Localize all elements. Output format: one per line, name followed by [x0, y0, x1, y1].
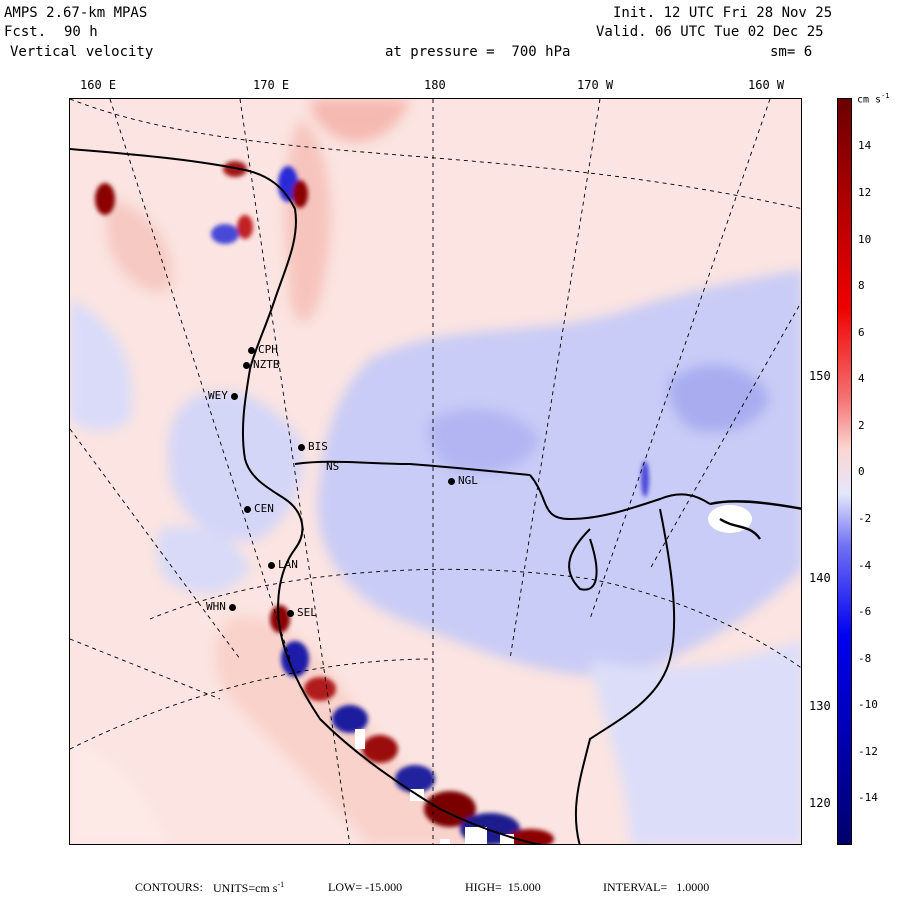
colorbar-tick: 4 — [858, 372, 865, 385]
vertical-velocity-map — [69, 98, 802, 845]
station-ngl: NGL — [448, 474, 478, 487]
colorbar-tick: -12 — [858, 745, 878, 758]
mountain-coast — [709, 500, 801, 540]
station-marker-icon — [448, 477, 455, 485]
station-cph: CPH — [248, 343, 278, 356]
colorbar-tick: 8 — [858, 279, 865, 292]
station-marker-icon — [298, 443, 305, 451]
footer-contours-label: CONTOURS: — [135, 880, 203, 894]
colorbar-tick: 2 — [858, 419, 865, 432]
colorbar-scale — [838, 99, 851, 844]
lat-label-150w: 150 W — [808, 369, 847, 383]
station-marker-icon — [228, 603, 236, 611]
lon-label-160w: 160 W — [748, 78, 785, 92]
station-marker-icon — [248, 346, 255, 354]
colorbar-tick: 6 — [858, 326, 865, 339]
valid-time: Valid. 06 UTC Tue 02 Dec 25 — [596, 24, 824, 40]
coastline — [70, 148, 711, 844]
lon-label-170w: 170 W — [577, 78, 614, 92]
footer-units: UNITS=cm s-1 — [213, 880, 285, 895]
footer-interval: INTERVAL= 1.0000 — [603, 880, 710, 894]
colorbar — [837, 98, 852, 845]
smoothing-value: sm= 6 — [770, 44, 813, 60]
station-nztb: NZTB — [243, 358, 280, 371]
station-sel: SEL — [287, 606, 317, 619]
station-marker-icon — [230, 392, 238, 400]
model-title: AMPS 2.67-km MPAS — [4, 5, 148, 21]
station-marker-icon — [287, 609, 294, 617]
colorbar-tick: 0 — [858, 465, 865, 478]
meridian-lines — [70, 99, 801, 844]
colorbar-tick: 12 — [858, 186, 872, 199]
lat-label-140w: 140 W — [808, 571, 847, 585]
colorbar-unit: cm s-1 — [857, 92, 890, 106]
colorbar-tick: -4 — [858, 559, 872, 572]
lat-label-120w: 120 W — [808, 796, 847, 810]
colorbar-tick: 10 — [858, 233, 872, 246]
colorbar-tick: -14 — [858, 791, 878, 804]
lon-label-180: 180 — [424, 78, 446, 92]
station-whn: WHN — [206, 600, 239, 613]
station-ns: NS — [326, 460, 340, 473]
init-time: Init. 12 UTC Fri 28 Nov 25 — [613, 5, 833, 21]
station-cen: CEN — [244, 502, 274, 515]
footer-low: LOW= -15.000 — [328, 880, 403, 894]
station-lan: LAN — [268, 558, 298, 571]
station-marker-icon — [244, 505, 251, 513]
station-wey: WEY — [208, 389, 241, 402]
colorbar-tick: -6 — [858, 605, 872, 618]
field-name: Vertical velocity — [10, 44, 154, 60]
lon-label-160e: 160 E — [80, 78, 117, 92]
colorbar-tick: -8 — [858, 652, 872, 665]
forecast-hour: 90 h — [64, 24, 98, 40]
footer-high: HIGH= 15.000 — [465, 880, 541, 894]
forecast-label: Fcst. — [4, 24, 47, 40]
map-canvas — [70, 99, 801, 844]
pressure-level: at pressure = 700 hPa — [385, 44, 571, 60]
lon-label-170e: 170 E — [253, 78, 290, 92]
colorbar-tick: -2 — [858, 512, 872, 525]
station-bis: BIS — [298, 440, 328, 453]
lat-label-130w: 130 W — [808, 699, 847, 713]
descent-region — [70, 269, 801, 844]
parallel-lines — [70, 99, 801, 750]
station-marker-icon — [268, 561, 275, 569]
colorbar-tick: 14 — [858, 139, 872, 152]
colorbar-tick: -10 — [858, 698, 878, 711]
station-marker-icon — [243, 361, 250, 369]
